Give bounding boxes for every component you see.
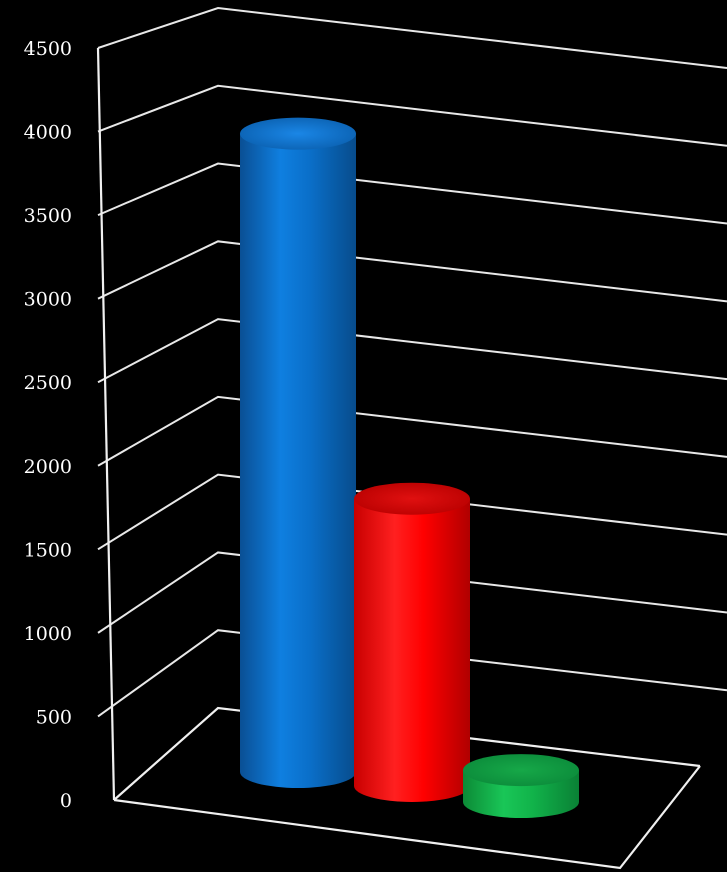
y-tick-label: 3500 [24, 205, 72, 227]
gridline [97, 318, 727, 384]
y-tick-label: 1000 [24, 623, 72, 645]
gridline [97, 162, 727, 225]
gridlines [97, 6, 727, 718]
gridline [97, 629, 727, 718]
gridline [97, 84, 727, 147]
bar-body [240, 133, 356, 788]
bar-body [354, 498, 470, 802]
gridline [97, 551, 727, 634]
gridline [97, 395, 727, 467]
bar-cap [354, 482, 470, 515]
y-tick-label: 4000 [24, 122, 72, 144]
bar-cap [240, 117, 356, 150]
y-tick-label: 0 [60, 790, 72, 812]
floor-back-edge [113, 706, 701, 801]
y-axis-line [96, 47, 116, 801]
bar-cap [463, 754, 579, 787]
gridline [97, 6, 727, 69]
bar-3 [463, 754, 579, 818]
y-tick-label: 2000 [24, 456, 72, 478]
gridline [97, 473, 727, 551]
bar-2 [354, 482, 470, 802]
axes [96, 47, 701, 870]
y-tick-label: 3000 [24, 289, 72, 311]
y-tick-label: 2500 [24, 372, 72, 394]
bar-1 [240, 117, 356, 788]
floor-front-edge [113, 765, 701, 870]
y-tick-label: 500 [36, 706, 72, 728]
y-tick-label: 4500 [24, 38, 72, 60]
y-axis-tick-labels: 0 500 1000 1500 2000 2500 3000 3500 4000 4500 [24, 38, 72, 812]
gridline [97, 240, 727, 303]
bars [240, 117, 579, 818]
y-tick-label: 1500 [24, 539, 72, 561]
